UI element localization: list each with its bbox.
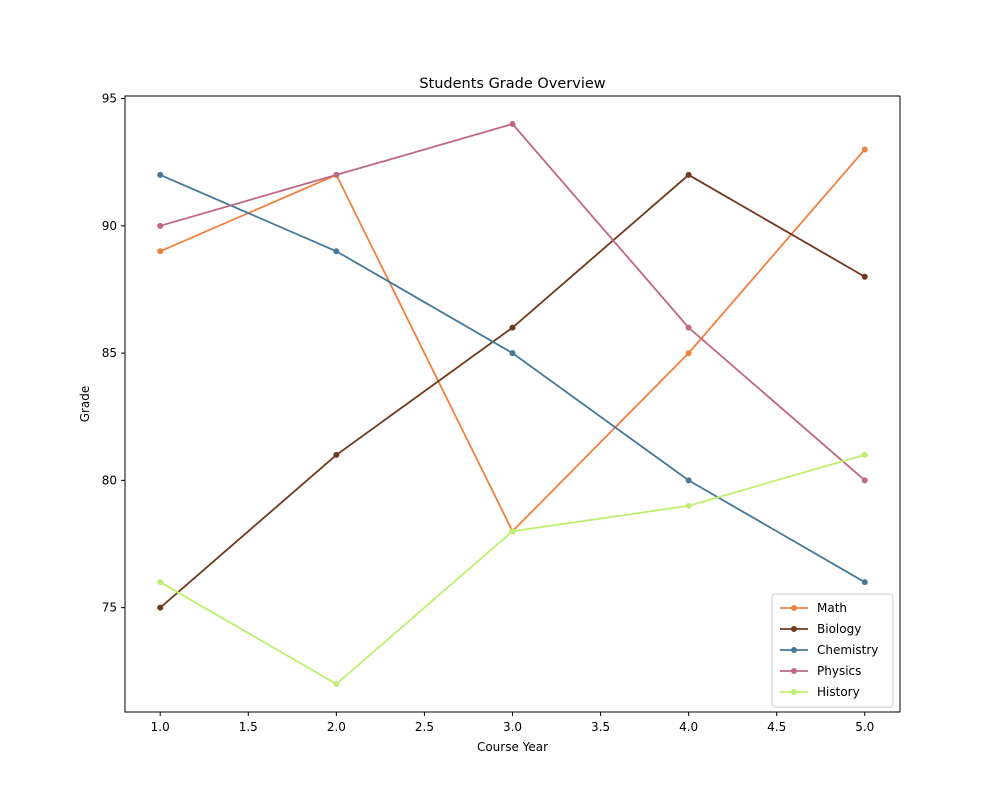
data-point-physics <box>861 477 868 484</box>
x-tick-label: 1.0 <box>151 720 170 734</box>
legend: Math Biology Chemistry Physics History <box>771 593 894 708</box>
y-axis-title: Grade <box>78 386 92 423</box>
y-axis: 75 80 85 90 95 <box>102 92 125 615</box>
plot-marks <box>157 121 868 687</box>
data-point-biology <box>685 171 692 178</box>
data-point-history <box>861 451 868 458</box>
data-point-biology <box>333 451 340 458</box>
legend-marker-math <box>791 605 797 611</box>
data-point-chemistry <box>861 579 868 586</box>
data-point-chemistry <box>509 350 516 357</box>
legend-marker-history <box>791 689 797 695</box>
x-tick-label: 4.5 <box>767 720 786 734</box>
data-point-physics <box>685 324 692 331</box>
legend-marker-chemistry <box>791 647 797 653</box>
legend-label-math: Math <box>817 601 847 615</box>
y-tick-label: 75 <box>102 601 117 615</box>
x-tick-label: 2.5 <box>415 720 434 734</box>
legend-marker-physics <box>791 668 797 674</box>
y-tick-label: 85 <box>102 346 117 360</box>
data-point-chemistry <box>333 248 340 255</box>
legend-label-history: History <box>817 685 860 699</box>
legend-label-physics: Physics <box>817 664 861 678</box>
data-point-physics <box>157 222 164 229</box>
y-tick-label: 80 <box>102 473 117 487</box>
data-point-math <box>861 146 868 153</box>
y-tick-label: 95 <box>102 92 117 106</box>
chart-title: Students Grade Overview <box>419 76 605 92</box>
x-tick-label: 2.0 <box>327 720 346 734</box>
legend-box <box>771 593 894 708</box>
data-point-biology <box>157 604 164 611</box>
data-point-history <box>685 502 692 509</box>
data-point-chemistry <box>685 477 692 484</box>
data-point-chemistry <box>157 171 164 178</box>
data-point-history <box>333 681 340 687</box>
legend-label-chemistry: Chemistry <box>817 643 878 657</box>
legend-marker-biology <box>791 626 797 632</box>
x-tick-label: 4.0 <box>679 720 698 734</box>
data-point-physics <box>333 171 340 178</box>
x-axis: 1.0 1.5 2.0 2.5 3.0 3.5 4.0 4.5 5.0 <box>151 712 874 734</box>
data-point-biology <box>509 324 516 331</box>
data-point-history <box>157 579 164 586</box>
data-point-math <box>157 248 164 255</box>
x-tick-label: 1.5 <box>239 720 258 734</box>
data-point-history <box>509 528 516 535</box>
data-point-math <box>685 350 692 357</box>
data-point-physics <box>509 121 516 127</box>
x-tick-label: 5.0 <box>855 720 874 734</box>
legend-label-biology: Biology <box>817 622 861 636</box>
x-tick-label: 3.0 <box>503 720 522 734</box>
y-tick-label: 90 <box>102 219 117 233</box>
x-axis-title: Course Year <box>477 740 548 754</box>
x-tick-label: 3.5 <box>591 720 610 734</box>
data-point-biology <box>861 273 868 280</box>
